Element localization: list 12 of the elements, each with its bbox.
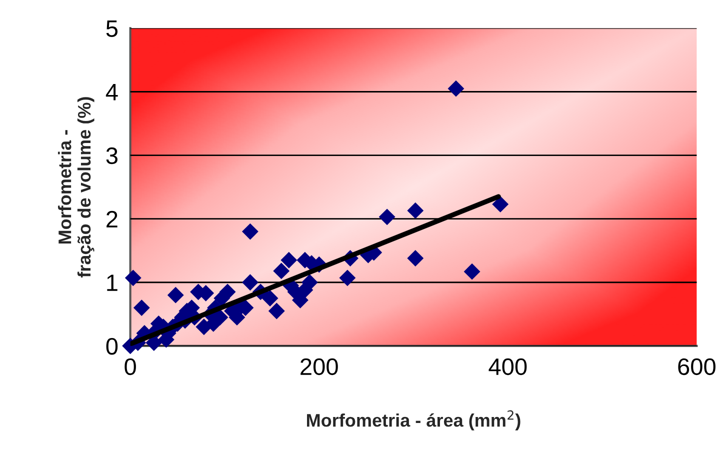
y-tick-label: 3 — [106, 147, 118, 164]
x-tick-label: 400 — [488, 358, 527, 376]
y-axis-title: Morfometria - fração de volume (%) — [58, 97, 94, 278]
y-tick-label: 4 — [106, 84, 118, 100]
x-tick-label: 200 — [300, 358, 338, 376]
x-tick-label: 0 — [124, 358, 136, 376]
y-tick-label: 1 — [107, 274, 118, 291]
x-axis-title: Morfometria - área (mm$^{2}$) — [307, 410, 520, 430]
y-tick-label: 0 — [106, 338, 118, 355]
y-tick-label: 5 — [106, 20, 118, 37]
x-tick-label: 600 — [678, 358, 716, 376]
y-tick-label: 2 — [106, 210, 118, 228]
